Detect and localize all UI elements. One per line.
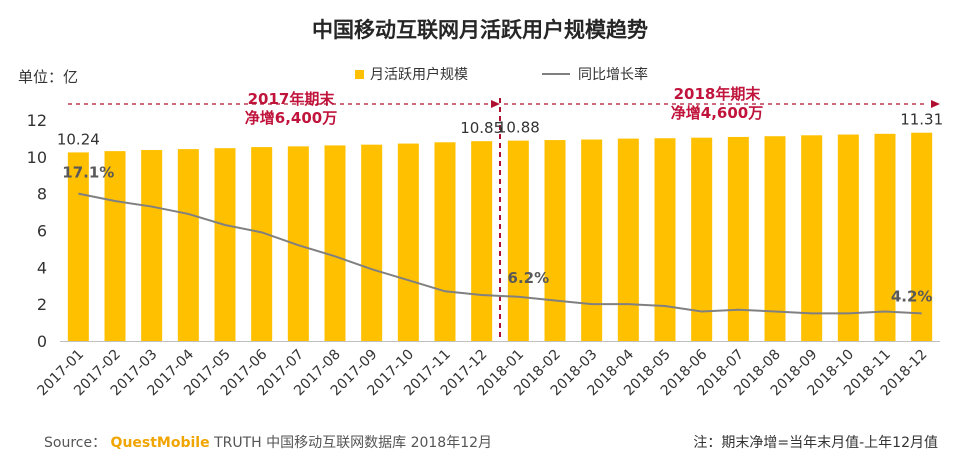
source-note: Source： QuestMobile TRUTH 中国移动互联网数据库 201… [44, 432, 492, 452]
bar-2018-04 [617, 138, 639, 341]
y-tick-label: 8 [37, 185, 47, 204]
legend-line: 同比增长率 [542, 64, 648, 84]
bar-2017-05 [214, 148, 236, 341]
bar-2017-04 [177, 149, 199, 341]
annotation-2018: 2018年期末 净增4,600万 [662, 85, 772, 123]
bar-2017-02 [104, 151, 126, 341]
line-value-label: 4.2% [891, 287, 933, 305]
bar-2018-08 [764, 136, 786, 341]
y-tick-label: 10 [27, 148, 47, 167]
bar-2018-10 [837, 134, 859, 341]
annotation-2017-line2: 净增6,400万 [244, 109, 338, 127]
bar-2018-02 [544, 140, 566, 341]
bar-2017-03 [141, 150, 163, 341]
bar-2018-07 [727, 136, 749, 341]
y-tick-label: 4 [37, 258, 47, 277]
source-prefix: Source： [44, 435, 107, 451]
bar-value-label: 10.24 [57, 130, 100, 148]
bar-value-label: 10.85 [460, 119, 503, 137]
period-2017-arrow [491, 100, 500, 108]
bar-2018-06 [691, 137, 713, 341]
legend-bar: 月活跃用户规模 [355, 64, 468, 84]
bar-2018-05 [654, 138, 676, 341]
y-tick-label: 6 [37, 222, 47, 241]
period-2018-arrow [931, 100, 940, 108]
bar-2018-12 [911, 132, 933, 341]
bar-value-label: 10.88 [497, 119, 540, 137]
bar-2017-10 [397, 143, 419, 341]
source-brand: QuestMobile [110, 435, 210, 451]
bar-2018-09 [801, 135, 823, 341]
chart-title: 中国移动互联网月活跃用户规模趋势 [312, 18, 648, 42]
legend-bar-swatch [355, 69, 364, 79]
line-value-label: 6.2% [508, 269, 550, 287]
line-value-label: 17.1% [62, 164, 114, 182]
legend-line-swatch [542, 73, 570, 75]
bar-2017-08 [324, 145, 346, 341]
bar-2017-06 [251, 147, 273, 341]
source-rest: TRUTH 中国移动互联网数据库 2018年12月 [214, 435, 493, 451]
bar-value-label: 11.31 [900, 111, 943, 129]
bar-2017-09 [361, 144, 383, 341]
annotation-2018-line2: 净增4,600万 [670, 104, 764, 122]
bar-2017-12 [471, 141, 493, 341]
bar-2017-01 [67, 152, 89, 341]
annotation-2018-line1: 2018年期末 [673, 85, 761, 103]
legend-bar-label: 月活跃用户规模 [370, 67, 468, 83]
bar-2017-07 [287, 146, 309, 341]
y-tick-label: 12 [27, 111, 47, 130]
legend-line-label: 同比增长率 [578, 67, 648, 83]
bar-2018-03 [581, 139, 603, 341]
bar-2017-11 [434, 142, 456, 341]
bar-2018-01 [507, 140, 529, 341]
bar-2018-11 [874, 133, 896, 341]
y-tick-label: 2 [37, 295, 47, 314]
growth-rate-line [78, 192, 922, 315]
y-tick-label: 0 [37, 332, 47, 351]
unit-label: 单位：亿 [18, 68, 79, 86]
footnote: 注：期末净增=当年末月值-上年12月值 [693, 435, 938, 451]
